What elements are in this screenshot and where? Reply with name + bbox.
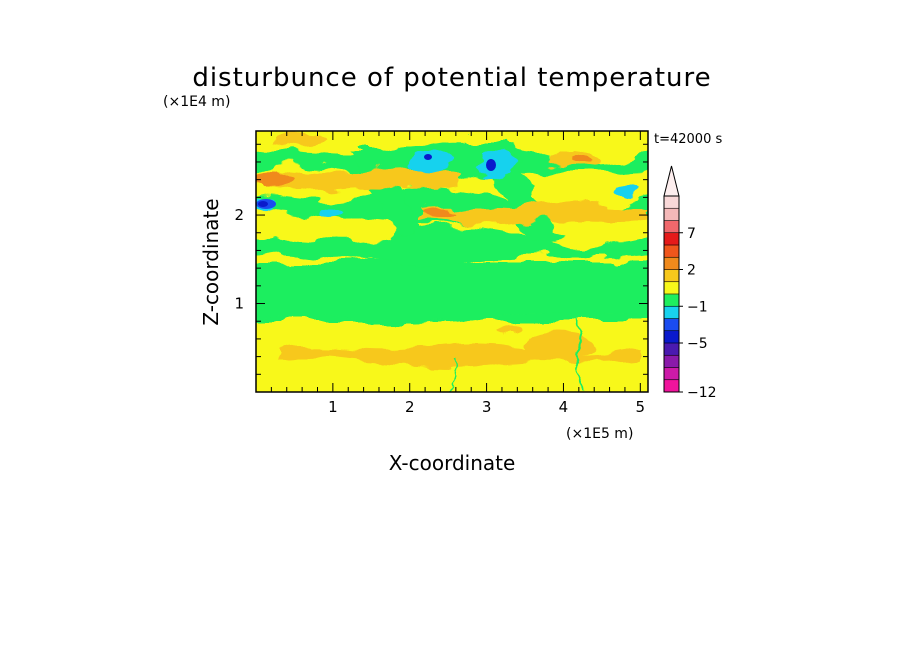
x-axis-label: X-coordinate — [389, 451, 516, 475]
colorbar-swatch — [664, 379, 679, 393]
colorbar-swatch — [664, 306, 679, 319]
x-axis: 1 2 3 4 5 — [270, 131, 646, 416]
y-tick-label: 1 — [234, 295, 244, 313]
band-green-lower-edge — [256, 300, 648, 323]
patch-orange-lower-3 — [404, 346, 436, 358]
patch-blue-top-1 — [424, 154, 432, 160]
colorbar-swatch — [664, 245, 679, 258]
band-orange-lower-1 — [280, 342, 640, 367]
y-tick-label: 2 — [234, 206, 244, 224]
colorbar-swatch — [664, 196, 679, 209]
colorbar-swatch — [664, 330, 679, 344]
colorbar-swatch — [664, 367, 679, 381]
streak-green-lower-2 — [451, 359, 459, 391]
x-tick-label: 4 — [559, 398, 569, 416]
patch-orange-3 — [420, 206, 460, 218]
x-tick-label: 2 — [405, 398, 415, 416]
patch-cyan-5 — [618, 185, 642, 195]
colorbar-swatch — [664, 257, 679, 270]
time-label: t=42000 s — [654, 132, 722, 147]
colorbar-extend-arrow — [663, 165, 680, 197]
patch-orange-lower-4 — [498, 326, 522, 334]
lower-layer — [256, 300, 648, 391]
x-tick-label: 3 — [482, 398, 492, 416]
patch-cyan-2 — [408, 150, 452, 170]
colorbar-swatch — [664, 220, 679, 234]
patch-orange-5 — [570, 156, 590, 164]
patch-darkblue-left — [258, 201, 268, 207]
colorbar-swatch — [664, 318, 679, 332]
y-axis: 12 — [234, 143, 648, 375]
colorbar-swatch — [664, 343, 679, 356]
band-green-wave-1 — [256, 227, 648, 264]
patch-blue-top-2 — [486, 159, 496, 171]
colorbar-label: 7 — [687, 226, 696, 242]
contour-field — [256, 131, 648, 392]
patch-orange-1 — [256, 169, 292, 187]
plot-frame — [255, 130, 649, 393]
colorbar-swatch — [664, 269, 679, 283]
streak-green-lower — [573, 317, 586, 391]
y-axis-label: Z-coordinate — [199, 198, 223, 325]
colorbar-swatch — [664, 232, 679, 246]
colorbar-label: 2 — [687, 263, 696, 279]
patch-cyan-4 — [320, 209, 340, 219]
colorbar-swatch — [664, 281, 679, 295]
band-orange-wave-1 — [256, 167, 460, 190]
colorbar-label: −5 — [687, 336, 708, 352]
y-unit-label: (×1E4 m) — [163, 94, 230, 110]
patch-orange-2 — [274, 133, 326, 147]
x-tick-label: 5 — [636, 398, 646, 416]
colorbar-swatch — [664, 355, 679, 368]
x-tick-label: 1 — [328, 398, 338, 416]
patch-orange-lower-1 — [525, 331, 595, 359]
patch-orange-lower-2 — [282, 347, 318, 357]
colorbar-label: −1 — [687, 299, 708, 315]
colorbar-label: −12 — [687, 385, 717, 401]
colorbar: 7 2 −1 −5 −12 — [663, 165, 717, 401]
chart-title: disturbunce of potential temperature — [192, 63, 711, 93]
band-green-wave-3 — [256, 141, 648, 181]
band-orange-wave-2 — [420, 201, 648, 224]
colorbar-swatch — [664, 294, 679, 307]
x-unit-label: (×1E5 m) — [566, 426, 633, 442]
colorbar-swatch — [664, 208, 679, 221]
